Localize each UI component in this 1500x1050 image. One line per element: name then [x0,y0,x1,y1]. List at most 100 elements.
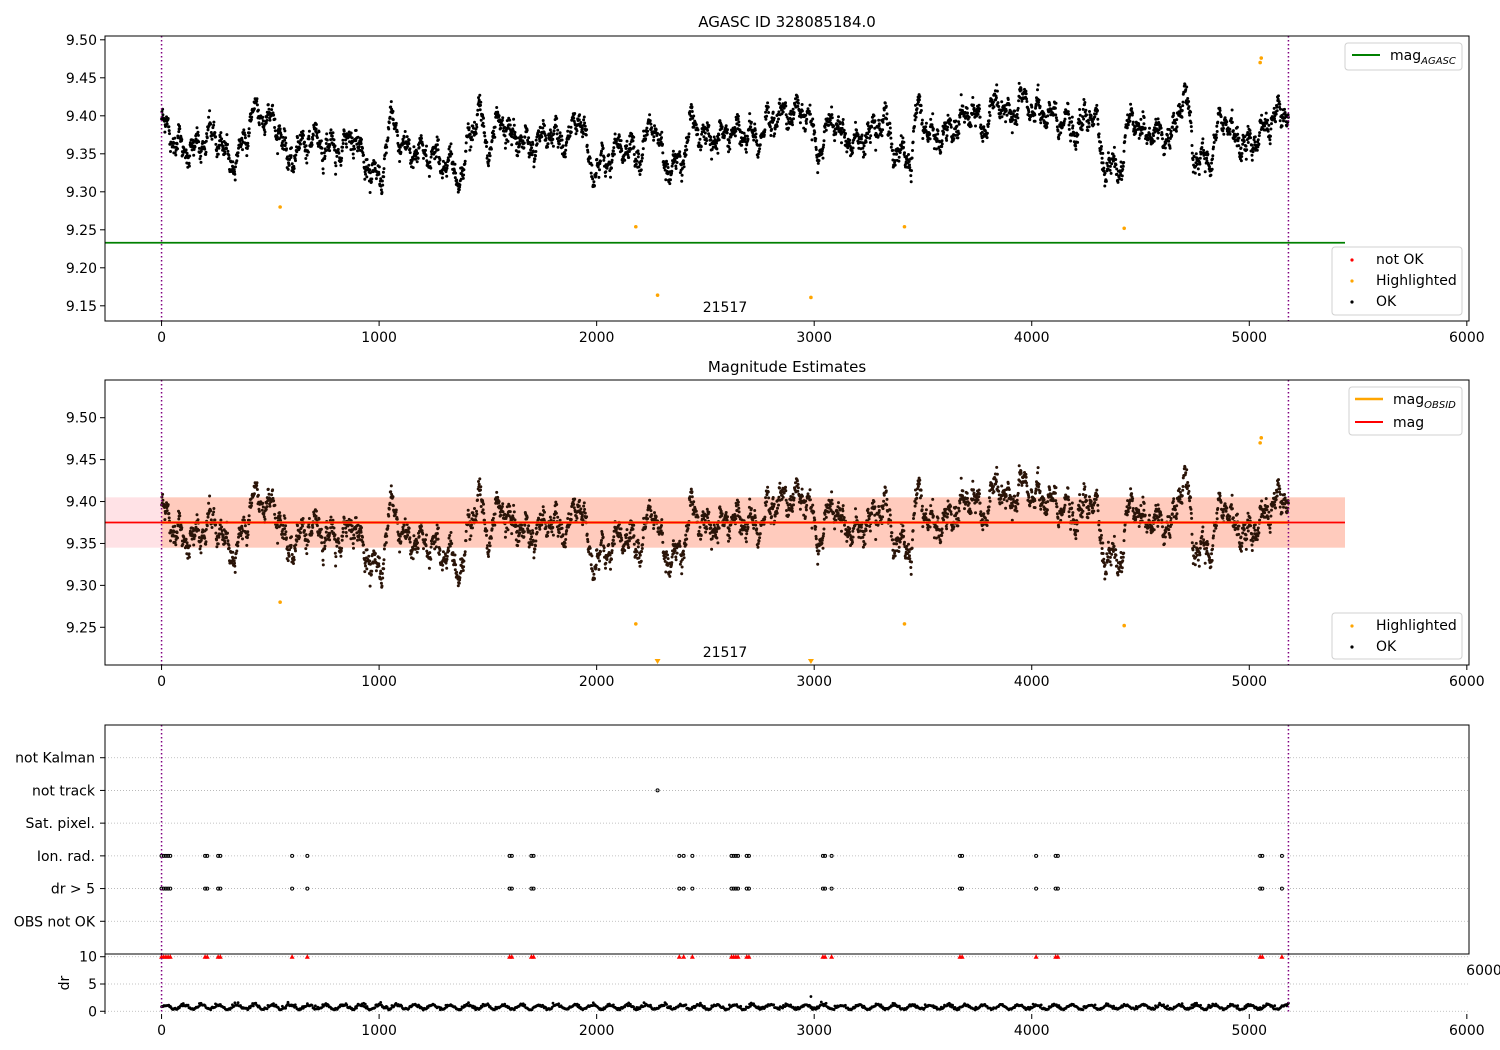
ok-point [469,534,473,538]
ok-point [1076,133,1080,137]
ok-point [290,535,293,539]
ok-point [364,172,367,176]
ok-point [283,144,287,148]
ok-point [572,116,576,120]
ok-point [1160,133,1164,136]
ok-point [1104,179,1108,183]
ok-point [196,130,200,134]
ok-point [278,127,282,131]
ok-point [666,162,669,166]
highlighted-point [902,224,907,229]
ok-point [1243,135,1247,139]
ok-point [340,538,344,542]
ok-point [361,151,365,155]
y-tick-label: 9.15 [66,299,97,315]
ok-point [569,512,573,516]
ok-point [1071,126,1075,130]
ok-point [822,130,826,134]
ok-point [260,122,264,126]
ok-point [727,150,730,154]
ok-point [387,507,391,511]
ok-point [322,151,326,155]
ok-point [323,544,327,548]
ok-point [770,127,774,131]
ok-point [1122,149,1126,153]
ok-point [1070,120,1074,124]
ok-point [225,133,229,137]
ok-point [412,145,416,149]
ok-point [380,584,384,588]
ok-point [1152,139,1156,143]
ok-point [351,152,355,156]
ok-point [1270,122,1273,126]
ok-point [1269,134,1272,138]
ok-point [1024,92,1028,96]
ok-point [163,130,167,134]
ok-point [1072,131,1076,135]
ok-point [909,180,913,184]
ok-point [495,106,499,109]
ok-point [267,492,271,496]
ok-point [660,518,664,522]
ok-point [557,531,561,535]
ok-point [573,497,577,501]
ok-point [273,129,277,133]
ok-point [478,493,482,497]
ok-point [1211,157,1214,161]
ok-point [556,534,560,538]
ok-point [595,157,599,161]
ok-point [709,135,713,139]
ok-point [744,150,748,154]
ok-point [1121,167,1125,171]
ok-point [352,144,356,148]
ok-point [204,542,208,546]
ok-point [1167,139,1171,143]
ok-point [1080,128,1084,132]
ok-point [563,152,567,156]
ok-point [302,133,305,137]
ok-point [1161,137,1164,141]
ok-point [321,171,325,175]
ok-point [520,523,524,527]
ok-point [1116,180,1120,184]
ok-point [870,125,874,129]
ok-point [266,487,270,491]
ok-point [247,134,251,138]
ok-point [305,153,309,157]
ok-point [585,128,589,132]
ok-point [582,501,586,505]
ok-point [1170,133,1174,137]
ok-point [512,510,516,514]
ok-point [292,167,296,170]
ok-point [681,159,685,163]
ok-point [341,527,345,530]
ok-point [639,559,643,563]
ok-point [674,167,678,170]
ok-point [212,510,216,514]
ok-point [204,540,208,544]
ok-point [359,142,363,146]
ok-point [701,123,705,127]
ok-point [510,532,514,536]
ok-point [292,170,295,174]
ok-point [204,139,208,143]
ok-point [758,147,762,151]
ok-point [391,495,395,499]
ok-point [641,147,645,151]
ok-point [531,142,535,146]
y-tick-label: 9.30 [66,185,97,201]
ok-point [1222,132,1226,136]
ok-point [724,124,728,128]
ok-point [504,530,508,534]
ok-point [273,126,277,129]
ok-point [1011,118,1015,122]
ok-point [323,157,327,161]
ok-point [182,535,186,539]
ok-point [381,562,385,566]
ok-point [930,123,934,127]
ok-point [632,135,636,139]
ok-point [477,98,481,102]
ok-point [1277,94,1280,98]
ok-point [766,101,770,105]
ok-point [227,156,231,160]
